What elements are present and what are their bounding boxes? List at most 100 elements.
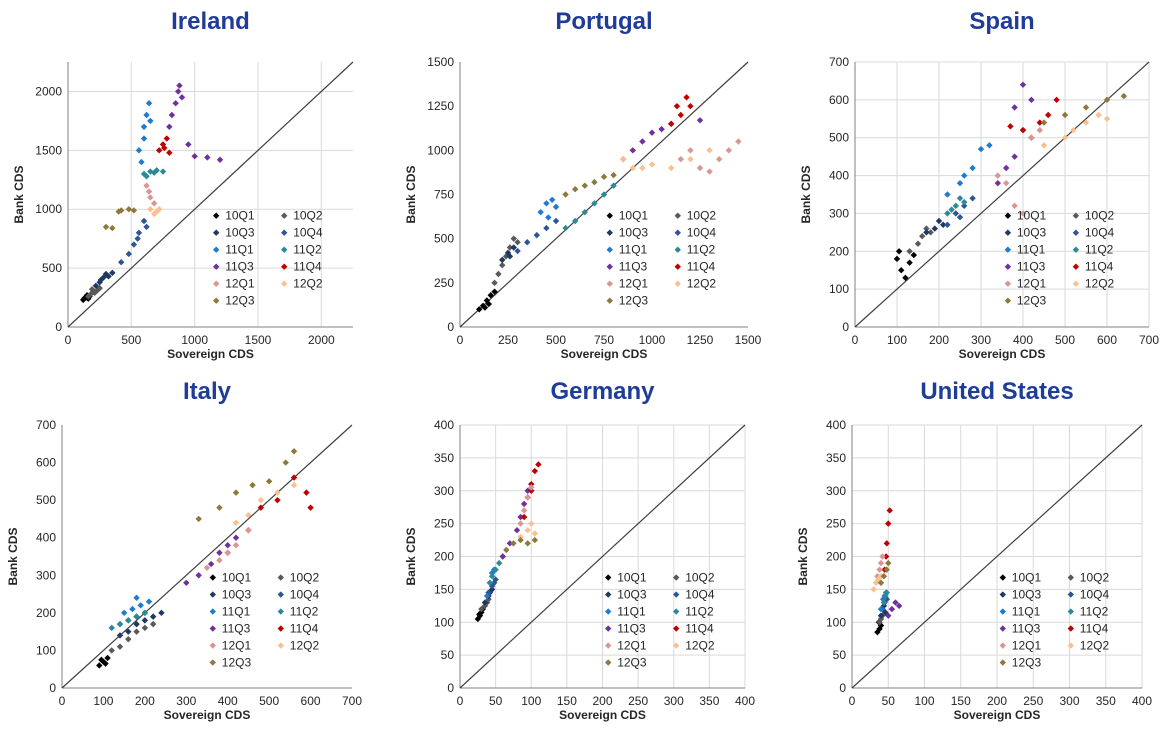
x-axis-label: Sovereign CDS	[561, 347, 648, 361]
legend-label: 12Q2	[687, 277, 717, 291]
data-point-12q2	[524, 527, 531, 534]
data-point-11q3	[885, 612, 892, 619]
data-point-12q2	[245, 511, 252, 519]
legend-marker	[281, 263, 288, 270]
y-tick-label: 100	[829, 282, 849, 296]
legend-label: 10Q2	[1085, 209, 1115, 223]
chart-panel-spain: 0 100 200 300 400 500 600 700 0 100 200 300 400 500 60…	[799, 55, 1159, 361]
data-point-11q4	[520, 513, 528, 521]
x-tick-label: 300	[1059, 694, 1079, 708]
y-tick-label: 100	[434, 615, 454, 629]
y-tick-label: 0	[447, 320, 454, 334]
legend-label: 12Q1	[619, 277, 649, 291]
y-tick-label: 100	[36, 643, 56, 657]
data-point-10q3	[882, 609, 889, 616]
data-point-10q4	[944, 221, 951, 228]
data-point-12q1	[994, 172, 1001, 179]
data-point-12q3	[1120, 92, 1127, 100]
data-point-11q3	[517, 513, 524, 521]
x-tick-label: 100	[887, 333, 907, 347]
legend-label: 12Q2	[685, 639, 715, 653]
legend-marker	[1072, 229, 1080, 236]
data-point-12q3	[572, 186, 579, 193]
data-point-11q3	[207, 560, 215, 568]
data-point-10q1	[902, 274, 909, 281]
data-point-11q1	[552, 203, 560, 211]
legend-label: 11Q3	[619, 260, 648, 274]
data-point-10q2	[478, 605, 485, 613]
x-tick-label: 300	[176, 694, 196, 708]
data-point-10q2	[91, 289, 98, 297]
data-point-11q3	[639, 138, 646, 145]
data-point-11q2	[610, 182, 617, 189]
data-point-12q1	[147, 194, 154, 201]
data-point-11q3	[1003, 164, 1010, 172]
x-tick-label: 50	[882, 694, 896, 708]
data-point-10q2	[125, 635, 132, 643]
legend-marker	[605, 591, 612, 598]
data-point-10q3	[935, 217, 943, 225]
data-point-12q1	[677, 155, 684, 163]
legend-label: 10Q4	[1080, 588, 1110, 602]
data-point-11q2	[572, 217, 579, 225]
y-tick-label: 700	[36, 418, 56, 432]
y-tick-label: 50	[441, 648, 455, 662]
data-point-12q1	[687, 147, 694, 154]
legend-marker	[1072, 263, 1080, 270]
data-point-11q3	[232, 534, 240, 541]
data-point-12q1	[224, 549, 231, 556]
y-tick-label: 150	[434, 582, 454, 596]
y-tick-label: 200	[829, 244, 849, 258]
y-tick-label: 600	[829, 93, 849, 107]
data-point-12q2	[1103, 115, 1111, 122]
data-point-10q4	[952, 210, 959, 217]
y-tick-label: 0	[447, 681, 454, 695]
legend-label: 12Q1	[225, 277, 255, 291]
data-point-11q2	[488, 573, 496, 580]
data-point-12q3	[531, 536, 539, 544]
data-point-11q4	[883, 540, 890, 547]
data-point-10q3	[109, 269, 116, 277]
data-point-11q1	[986, 142, 993, 149]
data-point-12q3	[562, 191, 569, 198]
legend-marker	[1067, 642, 1074, 649]
data-point-11q3	[178, 94, 186, 101]
data-point-11q4	[668, 120, 675, 128]
data-point-11q3	[168, 111, 176, 119]
data-point-11q3	[1028, 96, 1035, 104]
data-point-11q3	[994, 179, 1001, 187]
data-point-12q1	[203, 564, 211, 571]
legend-label: 11Q4	[290, 622, 319, 636]
legend-marker	[213, 297, 220, 304]
data-point-11q4	[1007, 123, 1014, 130]
data-point-11q2	[591, 200, 598, 207]
x-tick-label: 150	[951, 694, 971, 708]
legend-label: 10Q4	[290, 588, 320, 602]
legend-label: 12Q1	[222, 639, 252, 653]
data-point-11q3	[524, 487, 531, 494]
data-point-10q4	[485, 589, 492, 596]
legend-label: 12Q2	[293, 277, 323, 291]
legend-marker	[674, 229, 681, 236]
data-point-11q2	[140, 170, 148, 178]
chart-panel-italy: 0 100 200 300 400 500 600 700 0 100 200 300 400 500 60…	[6, 418, 362, 722]
data-point-11q1	[483, 592, 491, 600]
x-tick-label: 200	[135, 694, 155, 708]
legend-label: 10Q3	[225, 226, 255, 240]
data-point-10q3	[506, 253, 514, 260]
data-point-11q2	[956, 195, 964, 202]
data-point-11q2	[492, 566, 499, 573]
data-point-11q4	[166, 149, 173, 156]
legend-marker	[209, 625, 216, 632]
data-point-11q3	[648, 129, 656, 136]
data-point-10q3	[116, 632, 124, 639]
y-tick-label: 100	[826, 615, 846, 629]
data-point-11q2	[133, 613, 140, 620]
legend-label: 10Q1	[225, 209, 255, 223]
data-point-12q1	[725, 147, 732, 154]
legend-marker	[673, 625, 680, 632]
data-point-12q2	[1070, 126, 1077, 134]
x-tick-label: 200	[929, 333, 949, 347]
y-tick-label: 50	[833, 648, 847, 662]
legend-label: 10Q1	[617, 571, 647, 585]
